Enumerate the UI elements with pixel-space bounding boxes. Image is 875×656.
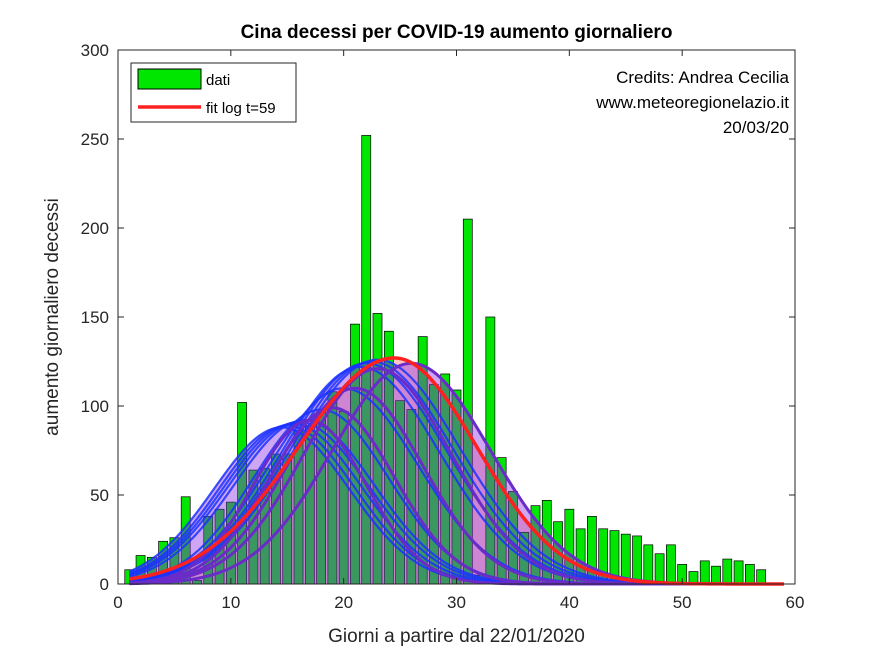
legend-label-dati: dati (206, 72, 230, 89)
x-tick-label-30: 30 (447, 593, 466, 612)
overlay-polygon (129, 359, 626, 584)
legend-label-fit: fit log t=59 (206, 100, 276, 117)
bar-day-54 (722, 558, 733, 585)
bar-day-52 (699, 560, 710, 585)
bar-day-57 (756, 569, 767, 585)
y-tick-label-0: 0 (100, 575, 109, 594)
x-tick-label-60: 60 (786, 593, 805, 612)
y-tick-label-50: 50 (90, 486, 109, 505)
legend-swatch-dati (137, 68, 202, 90)
bar-day-49 (666, 544, 676, 585)
final-fit-group (129, 356, 784, 586)
bar-day-56 (744, 564, 755, 585)
bar-day-48 (654, 553, 665, 585)
final-fit-line (129, 356, 784, 586)
x-axis-label: Giorni a partire dal 22/01/2020 (328, 626, 585, 647)
y-tick-label-150: 150 (81, 308, 109, 327)
x-tick-label-0: 0 (113, 593, 122, 612)
legend: dati fit log t=59 (130, 62, 297, 123)
x-tick-label-50: 50 (673, 593, 692, 612)
overlay-fill-area (129, 359, 626, 584)
x-tick-label-40: 40 (560, 593, 579, 612)
bar-day-46 (632, 535, 642, 585)
credit-date: 20/03/20 (723, 118, 789, 137)
y-tick-label-100: 100 (81, 397, 109, 416)
bar-day-47 (643, 544, 654, 585)
credit-website: www.meteoregionelazio.it (595, 93, 789, 112)
x-tick-label-20: 20 (334, 593, 353, 612)
y-axis-label: aumento giornaliero decessi (42, 198, 63, 436)
bar-day-53 (711, 565, 721, 585)
y-tick-label-250: 250 (81, 130, 109, 149)
y-tick-label-200: 200 (81, 219, 109, 238)
bar-day-55 (733, 560, 744, 585)
chart-title: Cina decessi per COVID-19 aumento giorna… (241, 22, 673, 43)
y-tick-label-300: 300 (81, 41, 109, 60)
x-tick-label-10: 10 (221, 593, 240, 612)
credit-author: Credits: Andrea Cecilia (616, 68, 789, 87)
ticks-group: 0 10 20 30 40 50 60 0 50 100 150 200 250 300 (81, 41, 805, 612)
